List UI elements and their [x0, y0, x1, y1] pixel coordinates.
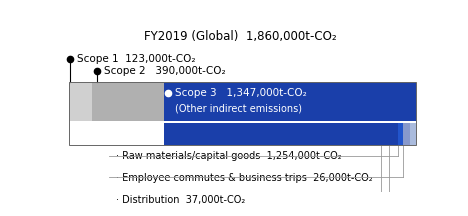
Text: · Employee commutes & business trips  26,000t-CO₂: · Employee commutes & business trips 26,… — [116, 173, 373, 183]
Text: Scope 3   1,347,000t-CO₂: Scope 3 1,347,000t-CO₂ — [175, 88, 306, 98]
Bar — [410, 123, 416, 145]
Bar — [92, 82, 164, 121]
Bar — [164, 82, 416, 121]
Text: Scope 1  123,000t-CO₂: Scope 1 123,000t-CO₂ — [77, 54, 196, 64]
Text: · Distribution  37,000t-CO₂: · Distribution 37,000t-CO₂ — [116, 195, 245, 205]
Bar — [398, 123, 403, 145]
Text: Scope 2   390,000t-CO₂: Scope 2 390,000t-CO₂ — [103, 66, 225, 76]
Bar — [164, 123, 398, 145]
Text: FY2019 (Global)  1,860,000t-CO₂: FY2019 (Global) 1,860,000t-CO₂ — [144, 30, 336, 43]
Text: · Raw materials/capital goods  1,254,000t-CO₂: · Raw materials/capital goods 1,254,000t… — [116, 151, 342, 162]
Bar — [403, 123, 410, 145]
Bar — [69, 82, 92, 121]
Text: (Other indirect emissions): (Other indirect emissions) — [175, 104, 301, 114]
Bar — [69, 82, 416, 145]
